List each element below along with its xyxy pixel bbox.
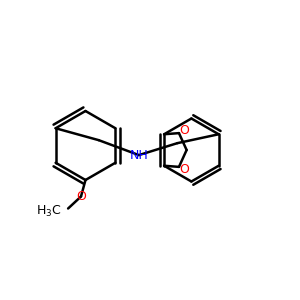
Text: O: O <box>179 124 189 137</box>
Text: H$_3$C: H$_3$C <box>36 204 62 219</box>
Text: NH: NH <box>130 148 148 162</box>
Text: O: O <box>76 190 86 203</box>
Text: O: O <box>179 163 189 176</box>
